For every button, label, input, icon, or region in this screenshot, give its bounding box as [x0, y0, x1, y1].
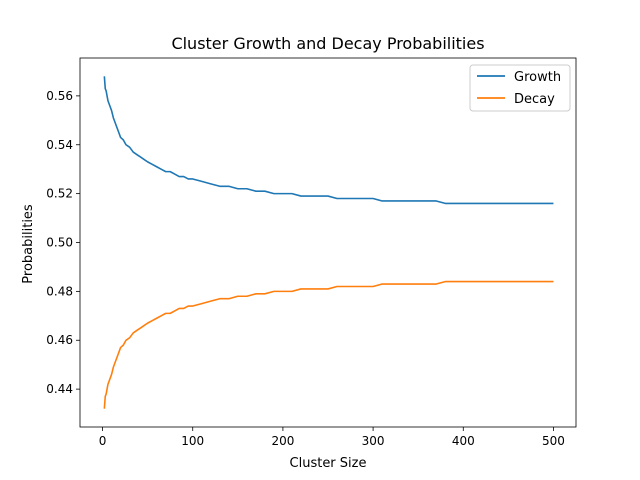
series-line-growth: [103, 76, 554, 205]
y-tick-label: 0.46: [46, 333, 73, 347]
y-tick-label: 0.54: [46, 138, 73, 152]
x-tick-label: 300: [362, 434, 385, 448]
y-tick-label: 0.44: [46, 382, 73, 396]
y-axis-label: Probabilities: [21, 204, 36, 284]
legend: Growth Decay: [469, 64, 571, 112]
y-tick-label: 0.52: [46, 187, 73, 201]
x-tick-label: 0: [99, 434, 107, 448]
series-line-decay: [103, 280, 554, 409]
plot-area: 0 100 200 300 400 500 0.44 0.46 0.48 0.50 0.52 0.54…: [46, 57, 577, 448]
axes-frame: [79, 57, 577, 428]
y-tick-label: 0.48: [46, 284, 73, 298]
chart-title: Cluster Growth and Decay Probabilities: [171, 34, 484, 53]
y-tick-label: 0.56: [46, 89, 73, 103]
x-axis-label: Cluster Size: [290, 456, 367, 471]
x-tick-label: 400: [452, 434, 475, 448]
legend-label-growth: Growth: [514, 70, 561, 85]
x-tick-label: 100: [181, 434, 204, 448]
x-tick-label: 200: [271, 434, 294, 448]
x-tick-label: 500: [542, 434, 565, 448]
legend-label-decay: Decay: [514, 92, 555, 107]
y-tick-label: 0.50: [46, 236, 73, 250]
